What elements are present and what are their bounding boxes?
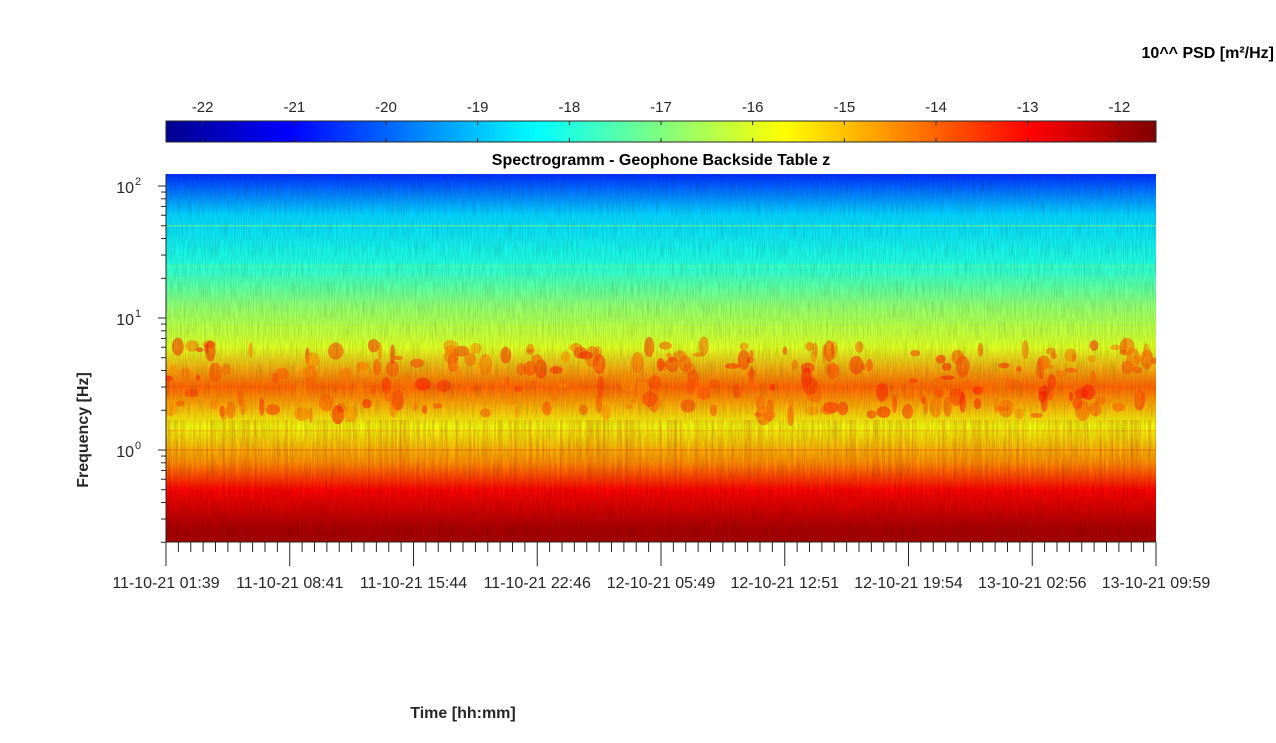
x-tick-label: 11-10-21 01:39: [112, 575, 219, 592]
x-tick-label: 11-10-21 08:41: [236, 575, 343, 592]
y-axis-label: Frequency [Hz]: [75, 372, 92, 488]
x-tick-label: 13-10-21 02:56: [978, 575, 1087, 592]
y-tick-label-exponent: 0: [135, 440, 141, 452]
colorbar-tick-label: -15: [833, 99, 855, 116]
y-tick-label-base: 10: [116, 444, 134, 461]
colorbar-tick-label: -19: [467, 99, 489, 116]
y-tick-label-base: 10: [116, 180, 134, 197]
colorbar-tick-label: -14: [925, 99, 947, 116]
x-axis-label: Time [hh:mm]: [410, 705, 515, 722]
y-tick-label-exponent: 1: [135, 308, 141, 320]
colorbar-tick-labels: -22 -21 -20 -19 -18 -17 -16 -15 -14 -13 -12: [192, 99, 1130, 116]
colorbar-tick-label: -16: [742, 99, 764, 116]
colorbar-ticks: [202, 121, 1120, 142]
colorbar-tick-label: -17: [650, 99, 672, 116]
colorbar-tick-label: -18: [558, 99, 580, 116]
x-tick-label: 12-10-21 05:49: [607, 575, 716, 592]
colorbar-tick-label: -21: [283, 99, 305, 116]
colorbar-tick-label: -20: [375, 99, 397, 116]
colorbar-tick-label: -22: [192, 99, 214, 116]
y-tick-label-base: 10: [116, 312, 134, 329]
x-tick-label: 11-10-21 15:44: [360, 575, 467, 592]
x-tick-label: 11-10-21 22:46: [484, 575, 591, 592]
x-axis: [165, 541, 1157, 566]
chart-title: Spectrogramm - Geophone Backside Table z: [492, 152, 830, 169]
colorbar-label: 10^^ PSD [m²/Hz]: [1142, 45, 1274, 62]
x-tick-labels: 11-10-21 01:39 11-10-21 08:41 11-10-21 15:…: [112, 575, 1210, 592]
spectrogram-image: [166, 174, 1156, 542]
x-tick-label: 13-10-21 09:59: [1102, 575, 1211, 592]
x-tick-label: 12-10-21 12:51: [730, 575, 839, 592]
x-tick-label: 12-10-21 19:54: [854, 575, 963, 592]
colorbar-tick-label: -12: [1108, 99, 1130, 116]
y-tick-label-exponent: 2: [135, 176, 141, 188]
colorbar-tick-label: -13: [1017, 99, 1039, 116]
